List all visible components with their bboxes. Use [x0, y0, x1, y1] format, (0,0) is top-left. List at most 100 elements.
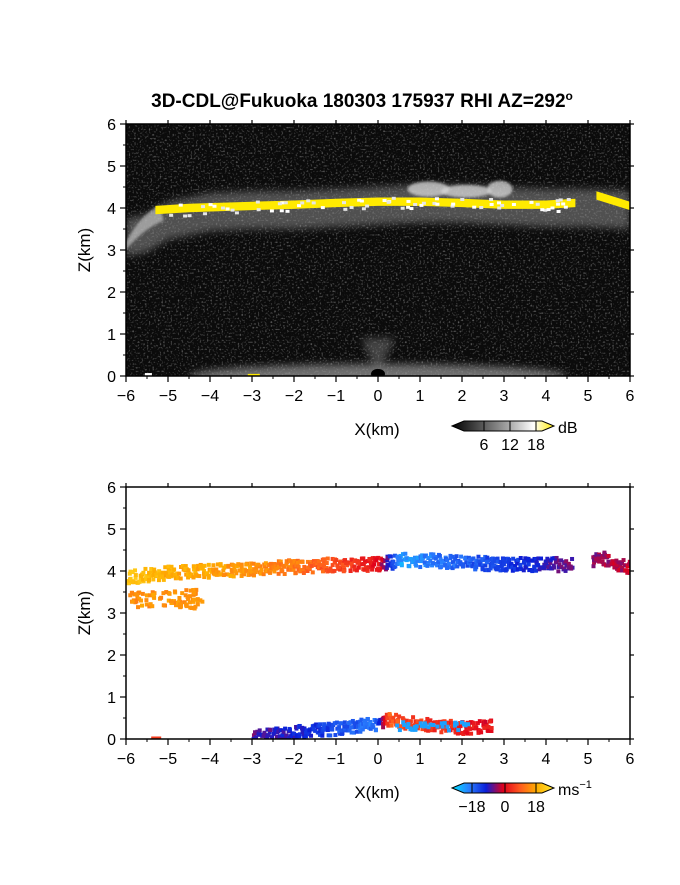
velocity-cell-upper	[266, 562, 271, 567]
velocity-cell-lower	[265, 727, 270, 732]
velocity-cell-upper	[435, 563, 440, 568]
velocity-cell-upper	[490, 564, 495, 569]
x-tick-label: 2	[458, 388, 467, 405]
echo-speckle	[220, 206, 225, 210]
velocity-cell-upper	[564, 559, 569, 564]
echo-speckle	[280, 201, 285, 205]
velocity-cell-upper	[237, 568, 242, 573]
velocity-cell-lower	[347, 721, 352, 726]
velocity-cell-upper	[453, 557, 458, 562]
velocity-cell-lower	[320, 733, 325, 738]
velocity-cell-lower	[390, 719, 395, 724]
velocity-cell-fragment	[164, 590, 169, 595]
velocity-cell-upper	[284, 562, 289, 567]
colorbar-backscatter: 6 12 18 dB	[450, 420, 578, 454]
velocity-cell-fragment	[188, 605, 193, 610]
echo-speckle	[365, 204, 370, 208]
velocity-marks	[126, 550, 630, 739]
velocity-cell-upper	[278, 562, 283, 567]
velocity-cell-upper-right	[596, 556, 601, 561]
velocity-cell-upper-right	[616, 560, 621, 565]
velocity-cell-lower	[464, 725, 469, 730]
velocity-cell-upper	[552, 556, 557, 561]
velocity-cell-upper	[460, 562, 465, 567]
velocity-cell-upper	[370, 556, 375, 561]
velocity-cell-fragment	[188, 594, 193, 599]
echo-speckle	[255, 200, 260, 204]
velocity-cell-upper	[526, 557, 531, 562]
velocity-cell-fragment	[159, 595, 164, 600]
velocity-cell-fragment	[135, 592, 140, 597]
velocity-cell-upper	[234, 571, 239, 576]
echo-speckle	[540, 208, 545, 212]
velocity-cell-fragment	[145, 593, 150, 598]
velocity-cell-lower-mix	[408, 726, 413, 731]
velocity-cell-lower-mix	[401, 720, 406, 725]
velocity-cell-lower-mix	[442, 721, 447, 726]
velocity-cell-upper	[385, 555, 390, 560]
velocity-cell-upper	[533, 557, 538, 562]
velocity-cell-upper	[206, 573, 211, 578]
velocity-cell-upper-right	[625, 570, 630, 575]
echo-speckle	[558, 198, 563, 202]
velocity-cell-upper	[446, 561, 451, 566]
velocity-cell-upper	[126, 581, 131, 586]
velocity-cell-upper-right	[602, 550, 607, 555]
velocity-cell-fragment	[180, 591, 185, 596]
velocity-cell-lower	[446, 722, 451, 727]
x-axis-label: X(km)	[354, 783, 399, 802]
velocity-cell-upper	[231, 574, 236, 579]
y-tick-label: 0	[107, 369, 116, 386]
velocity-cell-upper-right	[606, 559, 611, 564]
velocity-cell-lower-mix	[459, 720, 464, 725]
velocity-cell-lower	[484, 722, 489, 727]
velocity-cell-upper	[130, 570, 135, 575]
velocity-cell-lower	[284, 737, 289, 739]
velocity-cell-upper	[169, 564, 174, 569]
velocity-cell-lower	[420, 727, 425, 732]
velocity-cell-upper	[373, 556, 378, 561]
velocity-cell-upper-right	[610, 559, 615, 564]
velocity-cell-lower	[423, 727, 428, 732]
velocity-cell-lower	[397, 724, 402, 729]
ground-echo-spot	[144, 373, 152, 376]
velocity-cell-upper	[536, 556, 541, 561]
velocity-cell-upper	[322, 559, 327, 564]
velocity-cell-fragment	[150, 604, 155, 609]
velocity-cell-upper	[553, 560, 558, 565]
echo-speckle	[435, 202, 440, 206]
velocity-cell-upper	[251, 572, 256, 577]
velocity-cell-upper	[239, 564, 244, 569]
velocity-cell-upper	[193, 568, 198, 573]
velocity-cell-upper	[518, 562, 523, 567]
velocity-cell-lower	[435, 720, 440, 725]
velocity-cell-upper	[259, 567, 264, 572]
velocity-cell-lower	[289, 734, 294, 739]
velocity-cell-fragment	[195, 602, 200, 607]
velocity-cell-fragment	[161, 603, 166, 608]
velocity-cell-upper	[151, 577, 156, 582]
velocity-cell-upper	[502, 557, 507, 562]
velocity-cell-upper	[504, 559, 509, 564]
velocity-cell-lower-mix	[466, 722, 471, 727]
echo-speckle	[400, 206, 405, 210]
velocity-cell-upper	[324, 561, 329, 566]
x-tick-label: −5	[159, 751, 177, 768]
velocity-cell-upper	[493, 566, 498, 571]
velocity-cell-lower	[340, 731, 345, 736]
velocity-cell-lower	[358, 729, 363, 734]
velocity-cell-upper	[464, 560, 469, 565]
velocity-cell-upper	[396, 558, 401, 563]
echo-speckle	[343, 207, 348, 211]
velocity-cell-upper	[476, 554, 481, 559]
velocity-cell-lower	[257, 731, 262, 736]
colorbar-tick-label: −18	[458, 799, 485, 816]
velocity-cell-upper	[455, 564, 460, 569]
velocity-cell-upper	[147, 578, 152, 583]
velocity-cell-upper	[471, 561, 476, 566]
velocity-cell-lower-mix	[453, 721, 458, 726]
velocity-cell-lower	[450, 723, 455, 728]
velocity-cell-upper	[460, 564, 465, 569]
y-tick-label: 4	[107, 201, 116, 218]
velocity-cell-upper	[177, 571, 182, 576]
